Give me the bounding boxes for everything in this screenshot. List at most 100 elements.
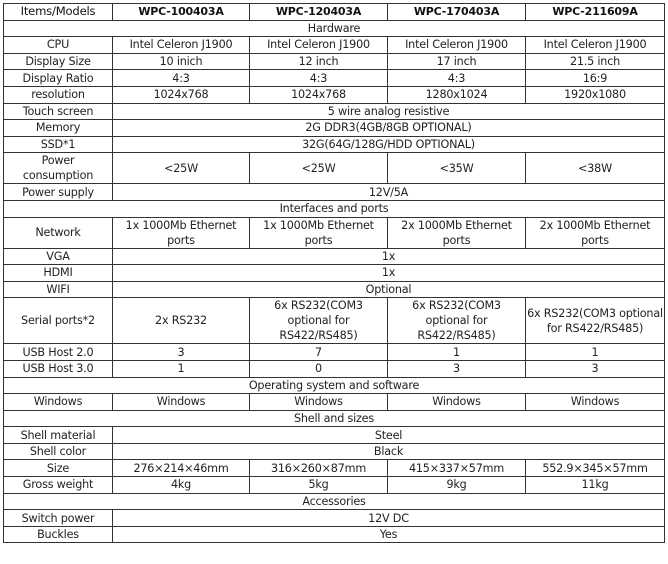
spec-row: Serial ports*2 2x RS232 6x RS232(COM3 opti… [3, 297, 665, 345]
spec-value: 2x RS232 [112, 297, 250, 345]
spec-row: resolution 1024x768 1024x768 1280x1024 1920x… [3, 85, 665, 104]
row-label: VGA [3, 247, 113, 266]
spec-value: Intel Celeron J1900 [525, 36, 665, 54]
spec-table: Items/Models WPC-100403A WPC-120403A WPC… [3, 3, 665, 544]
spec-row: Size 276×214×46mm 316×260×87mm 415×337×57mm… [3, 459, 665, 478]
row-label: Serial ports*2 [3, 297, 113, 345]
section-row: Interfaces and ports [3, 199, 665, 218]
spec-row: Switch power 12V DC [3, 509, 665, 527]
row-label: Shell material [3, 426, 113, 444]
spec-value: 316×260×87mm [249, 459, 388, 478]
spec-value: 276×214×46mm [112, 459, 250, 478]
spec-value: 1x [112, 247, 665, 266]
row-label: CPU [3, 36, 113, 54]
row-label: Display Size [3, 52, 113, 71]
spec-value: 5 wire analog resistive [112, 102, 665, 121]
spec-value: 7 [249, 343, 388, 361]
section-title: Hardware [3, 19, 665, 38]
spec-value: 6x RS232(COM3 optional for RS422/RS485) [387, 297, 526, 345]
spec-value: 1920x1080 [525, 85, 665, 104]
spec-value: 1 [525, 343, 665, 361]
header-label: Items/Models [3, 3, 113, 21]
spec-row: Shell material Steel [3, 426, 665, 444]
spec-value: <35W [387, 152, 526, 185]
spec-value: 4:3 [387, 69, 526, 87]
spec-row: Power supply 12V/5A [3, 183, 665, 201]
spec-value: Steel [112, 426, 665, 444]
spec-row: CPU Intel Celeron J1900 Intel Celeron J190… [3, 36, 665, 54]
spec-value: 12V/5A [112, 183, 665, 201]
spec-row: Power consumption <25W <25W <35W <38W [3, 152, 665, 185]
row-label: WIFI [3, 280, 113, 299]
spec-value: 1x 1000Mb Ethernet ports [249, 216, 388, 249]
spec-row: VGA 1x [3, 247, 665, 266]
spec-row: USB Host 2.0 3 7 1 1 [3, 343, 665, 361]
section-row: Hardware [3, 19, 665, 38]
spec-value: 12 inch [249, 52, 388, 71]
spec-row: Gross weight 4kg 5kg 9kg 11kg [3, 476, 665, 494]
model-header: WPC-120403A [249, 3, 388, 21]
spec-value: 3 [112, 343, 250, 361]
spec-row: Shell color Black [3, 442, 665, 461]
spec-value: Windows [249, 393, 388, 411]
spec-value: 3 [387, 359, 526, 378]
row-label: Switch power [3, 509, 113, 527]
section-row: Shell and sizes [3, 409, 665, 428]
spec-row: Display Size 10 inich 12 inch 17 inch 21.5 i… [3, 52, 665, 71]
spec-value: 1024x768 [249, 85, 388, 104]
spec-value: <38W [525, 152, 665, 185]
section-title: Accessories [3, 492, 665, 511]
row-label: Memory [3, 119, 113, 137]
spec-row: Windows Windows Windows Windows Windows [3, 393, 665, 411]
row-label: Power consumption [3, 152, 113, 185]
row-label: Gross weight [3, 476, 113, 494]
row-label: resolution [3, 85, 113, 104]
spec-value: 1024x768 [112, 85, 250, 104]
spec-row: Touch screen 5 wire analog resistive [3, 102, 665, 121]
spec-row: Display Ratio 4:3 4:3 4:3 16:9 [3, 69, 665, 87]
spec-value: Windows [112, 393, 250, 411]
spec-row: Network 1x 1000Mb Ethernet ports 1x 1000Mb… [3, 216, 665, 249]
spec-value: 21.5 inch [525, 52, 665, 71]
spec-value: 4:3 [249, 69, 388, 87]
spec-value: 1 [112, 359, 250, 378]
spec-value: Windows [387, 393, 526, 411]
row-label: Buckles [3, 525, 113, 544]
spec-value: 1x [112, 264, 665, 282]
section-row: Operating system and software [3, 376, 665, 395]
row-label: USB Host 2.0 [3, 343, 113, 361]
spec-row: Memory 2G DDR3(4GB/8GB OPTIONAL) [3, 119, 665, 137]
spec-value: 6x RS232(COM3 optional for RS422/RS485) [249, 297, 388, 345]
spec-value: 1280x1024 [387, 85, 526, 104]
spec-value: 3 [525, 359, 665, 378]
row-label: USB Host 3.0 [3, 359, 113, 378]
spec-value: 16:9 [525, 69, 665, 87]
spec-value: 1x 1000Mb Ethernet ports [112, 216, 250, 249]
row-label: Windows [3, 393, 113, 411]
spec-value: 5kg [249, 476, 388, 494]
section-title: Shell and sizes [3, 409, 665, 428]
spec-value: 10 inich [112, 52, 250, 71]
spec-value: 6x RS232(COM3 optional for RS422/RS485) [525, 297, 665, 345]
section-title: Operating system and software [3, 376, 665, 395]
spec-value: Windows [525, 393, 665, 411]
spec-value: 415×337×57mm [387, 459, 526, 478]
model-header: WPC-170403A [387, 3, 526, 21]
spec-row: HDMI 1x [3, 264, 665, 282]
spec-value: Intel Celeron J1900 [112, 36, 250, 54]
spec-value: 9kg [387, 476, 526, 494]
spec-row: Buckles Yes [3, 525, 665, 544]
spec-value: Intel Celeron J1900 [387, 36, 526, 54]
row-label: Touch screen [3, 102, 113, 121]
spec-value: 11kg [525, 476, 665, 494]
spec-value: Intel Celeron J1900 [249, 36, 388, 54]
spec-value: Optional [112, 280, 665, 299]
spec-value: 2x 1000Mb Ethernet ports [387, 216, 526, 249]
row-label: Size [3, 459, 113, 478]
row-label: Power supply [3, 183, 113, 201]
section-title: Interfaces and ports [3, 199, 665, 218]
row-label: Display Ratio [3, 69, 113, 87]
section-row: Accessories [3, 492, 665, 511]
spec-value: 4kg [112, 476, 250, 494]
spec-value: Black [112, 442, 665, 461]
